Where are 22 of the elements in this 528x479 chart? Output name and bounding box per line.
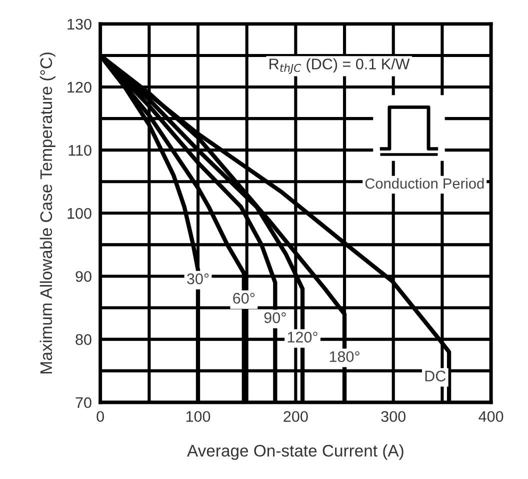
y-tick-label: 120 — [68, 82, 92, 93]
y-axis-title: Maximum Allowable Case Temperature (°C) — [40, 52, 56, 374]
x-tick-label: 300 — [381, 411, 406, 422]
x-axis-title: Average On-state Current (A) — [187, 444, 404, 460]
x-tick-label: 400 — [478, 411, 504, 422]
x-tick-label: 200 — [284, 411, 308, 422]
annotation: R$_{thJC}$ (DC) = 0.1 K/W — [270, 58, 410, 74]
series-label: 120° — [288, 332, 318, 343]
y-tick-label: 90 — [76, 271, 92, 282]
y-tick-label: 80 — [76, 334, 92, 345]
y-tick-label: 70 — [76, 397, 92, 408]
series-label: 90° — [264, 312, 286, 324]
y-tick-label: 110 — [68, 144, 92, 156]
annotation: Conduction Period — [365, 178, 484, 189]
series-label: 60° — [233, 292, 255, 304]
x-tick-label: 0 — [96, 411, 104, 422]
y-tick-label: 130 — [68, 18, 92, 30]
series-label: 30° — [187, 273, 209, 284]
y-tick-label: 100 — [68, 208, 92, 219]
series-label: DC — [425, 370, 446, 382]
x-tick-label: 100 — [186, 411, 210, 422]
series-label: 180° — [330, 351, 360, 362]
